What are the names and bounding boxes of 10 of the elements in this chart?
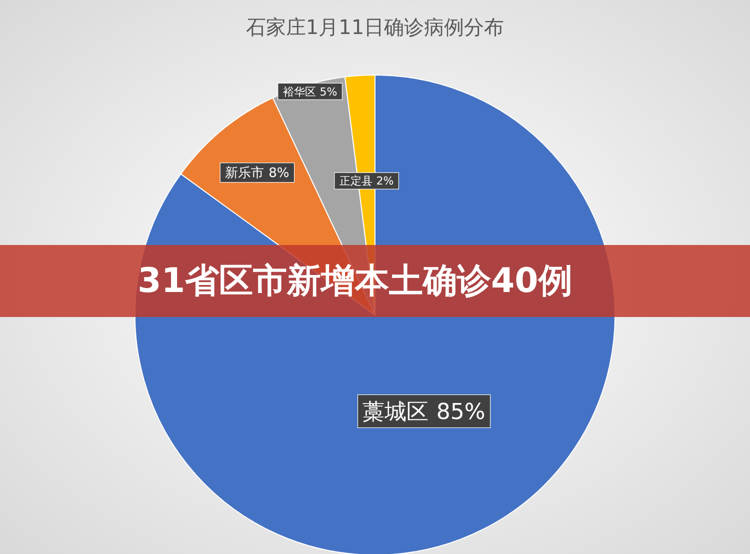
- slice-label: 新乐市: [225, 166, 264, 182]
- data-label: 8%: [268, 166, 290, 182]
- chart-title: 石家庄1月11日确诊病例分布: [246, 15, 504, 39]
- text: 31省区市新增本土确诊40例: [138, 261, 572, 301]
- slice-label: 藁城区: [362, 400, 429, 425]
- data-label: 5%: [320, 85, 338, 98]
- slice-label: 正定县: [339, 174, 372, 188]
- data-label: 85%: [436, 400, 486, 425]
- slice-label: 裕华区: [282, 85, 316, 98]
- data-label: 2%: [376, 174, 394, 188]
